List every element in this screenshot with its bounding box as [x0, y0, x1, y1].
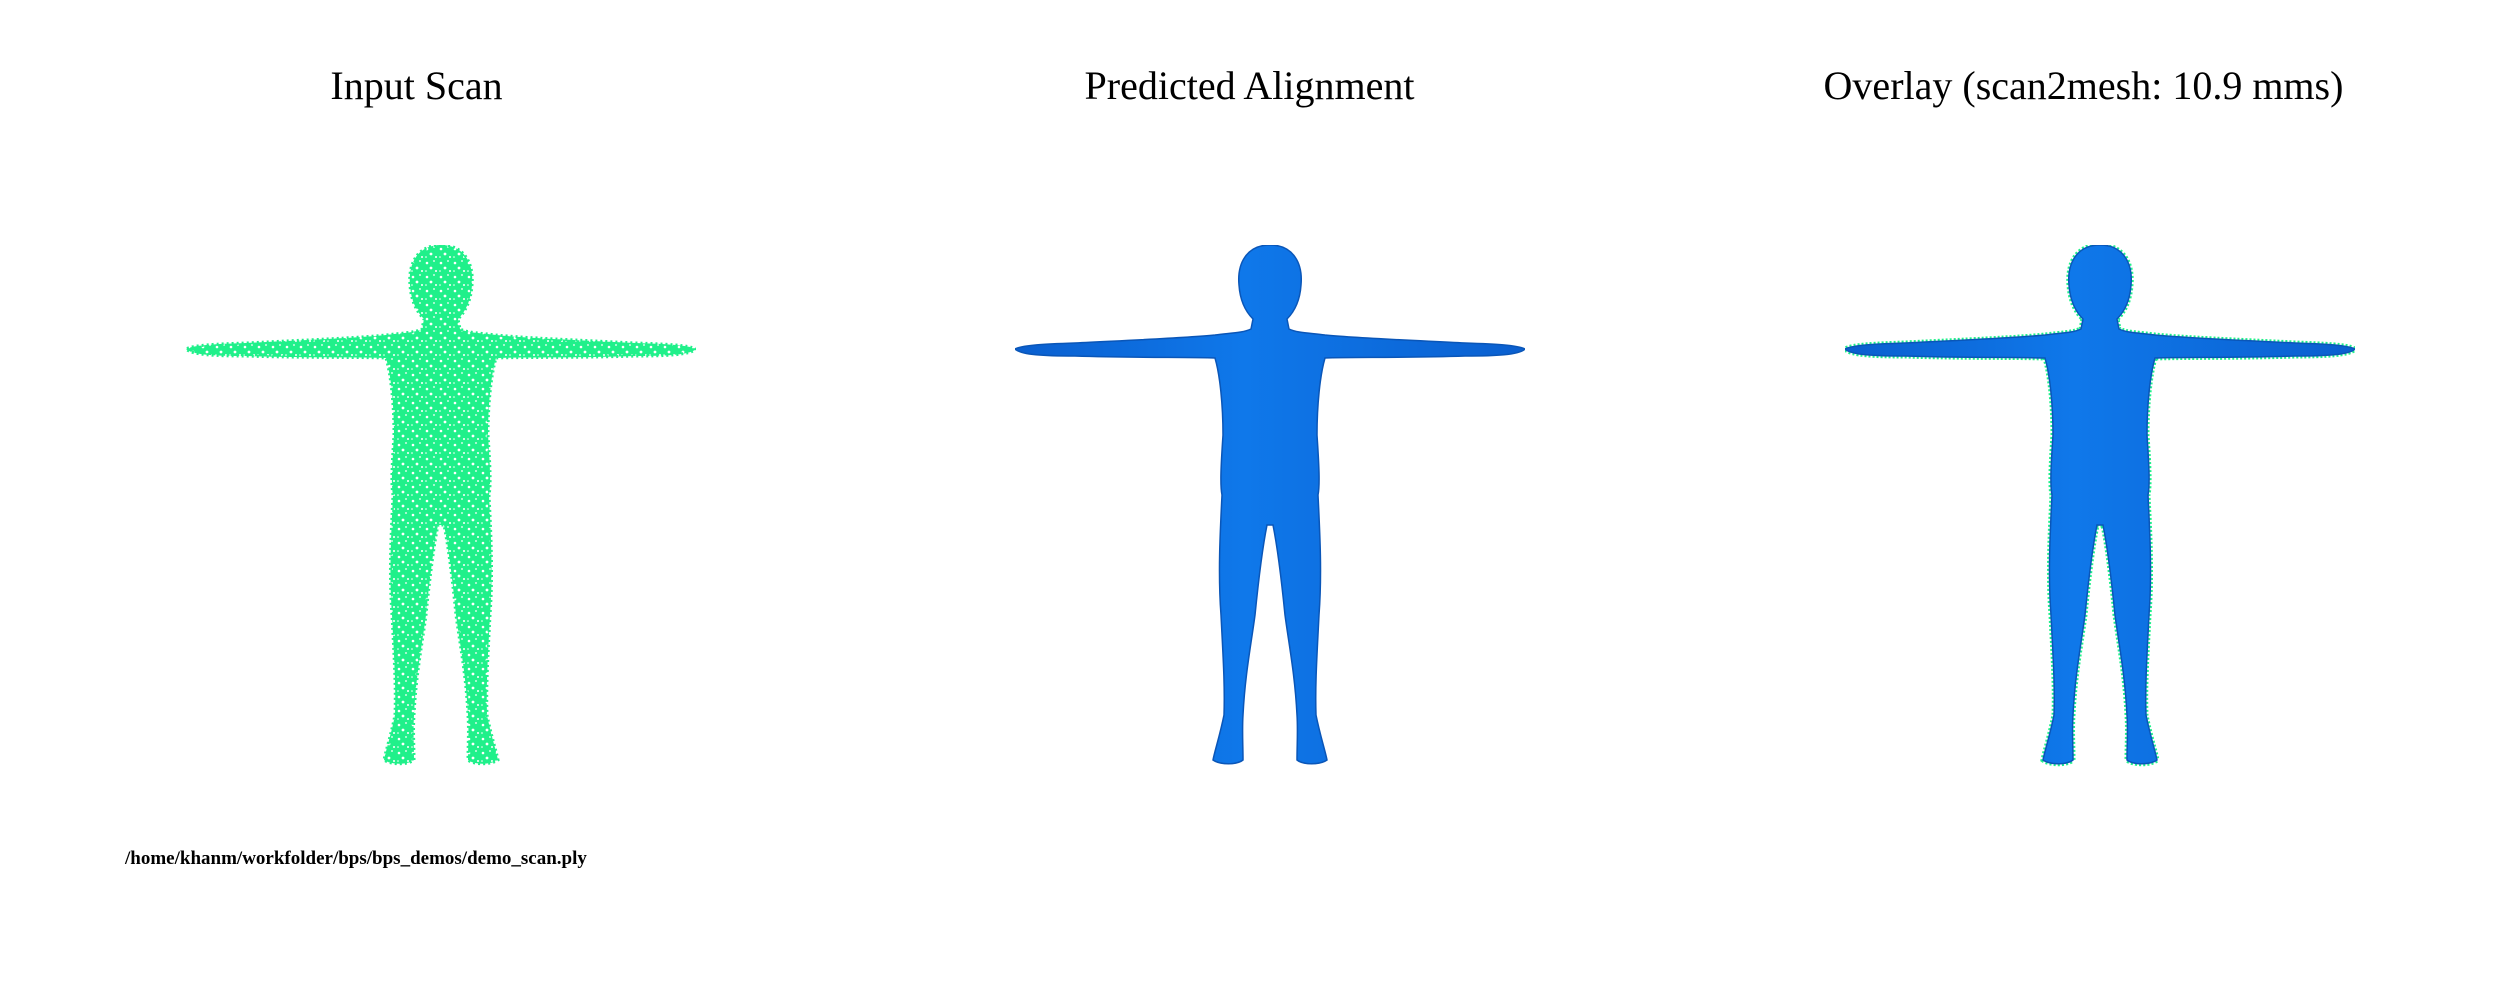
- scan-file-path: /home/khanm/workfolder/bps/bps_demos/dem…: [125, 848, 587, 869]
- overlay-title: Overlay (scan2mesh: 10.9 mms): [1823, 63, 2344, 108]
- input-scan-title: Input Scan: [330, 63, 503, 108]
- predicted-alignment-title: Predicted Alignment: [1084, 63, 1415, 108]
- overlay-figure[interactable]: [1845, 245, 2355, 775]
- predicted-mesh-figure[interactable]: [1015, 245, 1525, 775]
- point-cloud-scan-figure[interactable]: [186, 245, 696, 775]
